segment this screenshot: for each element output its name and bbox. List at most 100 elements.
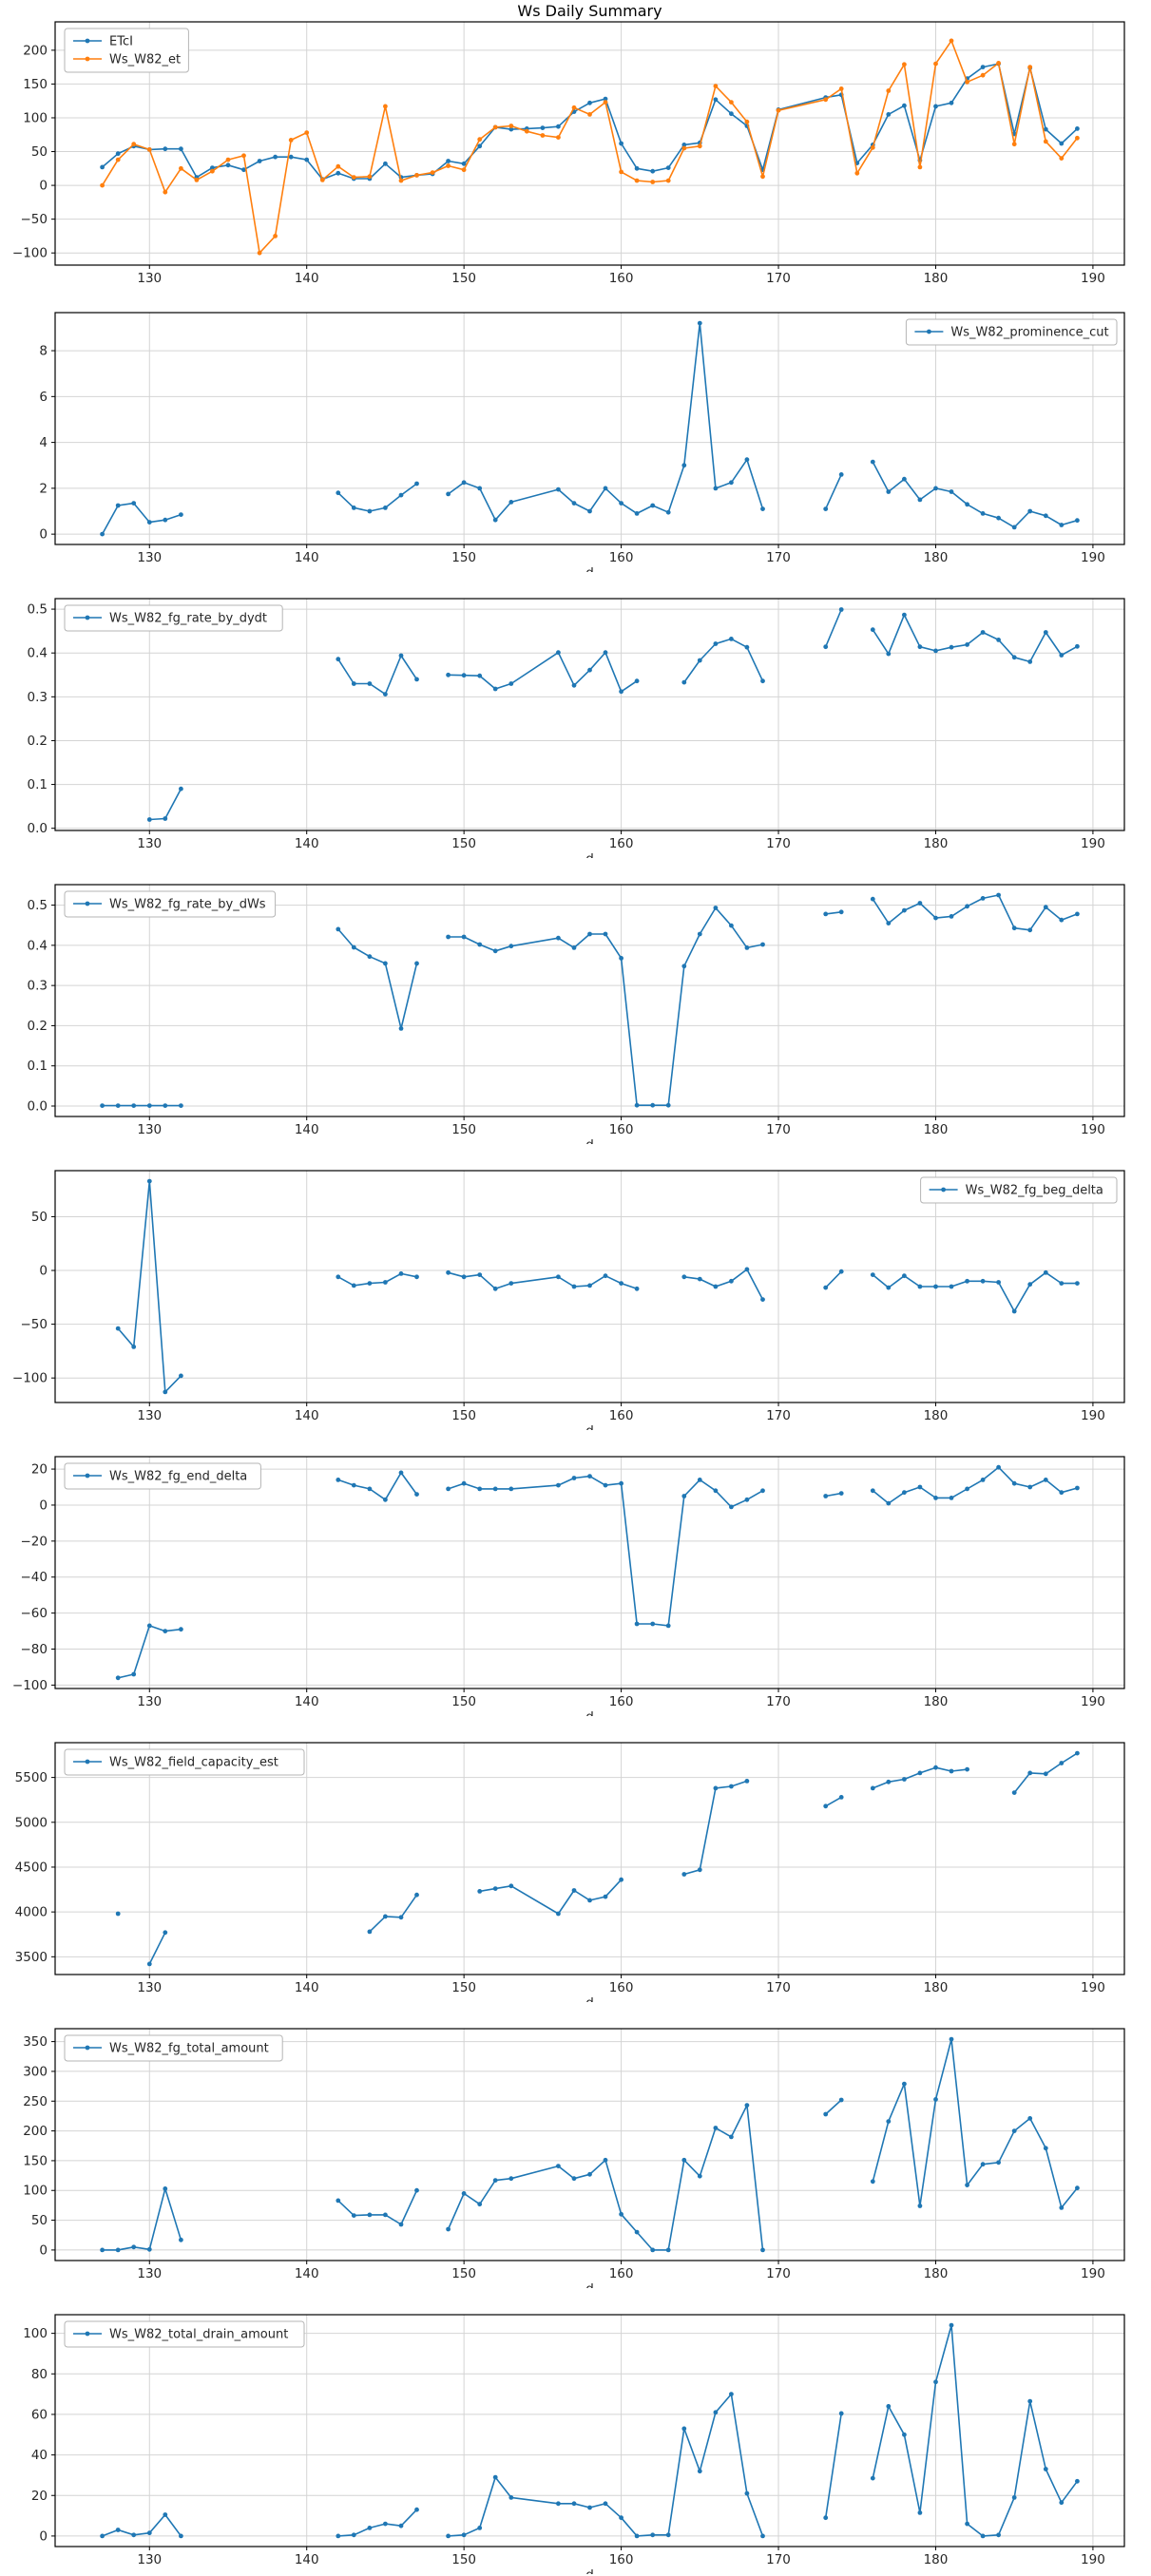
series-line-Ws_W82_fg_rate_by_dydt <box>872 614 1078 663</box>
data-point-marker <box>587 2505 592 2510</box>
data-point-marker <box>933 486 938 491</box>
data-point-marker <box>115 2247 121 2253</box>
data-point-marker <box>744 119 750 124</box>
x-tick-label: 150 <box>451 550 476 565</box>
data-point-marker <box>917 2204 923 2208</box>
plot-border <box>54 884 1125 1117</box>
data-point-marker <box>179 512 183 517</box>
series-Ws_W82_total_drain_amount <box>100 2322 1080 2539</box>
gridlines <box>55 2029 1124 2261</box>
data-point-marker <box>933 1284 938 1289</box>
data-point-marker <box>351 506 356 510</box>
series-line-Ws_W82_fg_rate_by_dydt <box>149 788 182 821</box>
data-point-marker <box>508 1883 514 1889</box>
data-point-marker <box>131 2532 137 2538</box>
data-point-marker <box>477 2202 483 2207</box>
legend-box <box>64 2320 305 2348</box>
data-point-marker <box>886 489 892 494</box>
data-point-marker <box>163 1389 168 1395</box>
legend-marker <box>85 2331 90 2337</box>
data-point-marker <box>146 147 152 152</box>
data-point-marker <box>492 1886 498 1891</box>
data-point-marker <box>146 2530 152 2536</box>
data-point-marker <box>508 1486 514 1492</box>
y-tick-label: 80 <box>31 2367 48 2382</box>
series-line-Ws_W82_fg_end_delta <box>825 1492 842 1498</box>
plot-border <box>54 2314 1125 2547</box>
data-point-marker <box>194 178 200 182</box>
x-tick-label: 180 <box>924 2552 949 2567</box>
data-point-marker <box>902 1273 907 1279</box>
data-point-marker <box>383 104 388 109</box>
data-point-marker <box>619 141 623 146</box>
x-tick-label: 150 <box>451 1980 476 1995</box>
chart-Ws_W82_total_drain_amount: 130 140 150 160 170 180 190 100 80 60 40 20 0 d Ws_W82… <box>23 2314 1125 2574</box>
data-point-marker <box>508 500 514 505</box>
data-point-marker <box>886 651 892 657</box>
data-point-marker <box>398 1470 404 1476</box>
data-point-marker <box>902 476 907 482</box>
series-Ws_W82_fg_rate_by_dydt <box>146 607 1080 822</box>
data-point-marker <box>744 1267 750 1272</box>
y-tick-label: 4000 <box>15 1905 48 1920</box>
legend-box <box>64 28 189 73</box>
data-point-marker <box>681 2157 687 2163</box>
data-point-marker <box>336 163 341 169</box>
data-point-marker <box>336 170 341 176</box>
legend-marker <box>85 2045 90 2051</box>
x-tick-label: 190 <box>1081 1980 1105 1995</box>
x-tick-label: 130 <box>137 836 162 851</box>
data-point-marker <box>619 2515 623 2521</box>
data-point-marker <box>492 2178 498 2183</box>
y-tick-label: 0 <box>39 527 48 543</box>
data-point-marker <box>587 1474 592 1479</box>
data-point-marker <box>619 501 623 506</box>
data-point-marker <box>870 896 875 902</box>
y-tick-label: 40 <box>31 2448 48 2463</box>
data-point-marker <box>665 1102 671 1108</box>
series-line-Ws_W82_fg_total_amount <box>102 2187 182 2251</box>
data-point-marker <box>744 1779 750 1784</box>
data-point-marker <box>729 2134 734 2140</box>
series-line-Ws_W82_fg_end_delta <box>337 1472 418 1501</box>
legend-marker <box>85 901 90 906</box>
legend: Ws_W82_fg_rate_by_dydt <box>64 604 283 632</box>
data-point-marker <box>917 644 923 650</box>
data-point-marker <box>556 1482 561 1488</box>
data-point-marker <box>650 180 656 184</box>
y-tick-label: 0.1 <box>28 777 48 792</box>
gridlines <box>55 1171 1124 1402</box>
x-tick-label: 140 <box>295 2266 319 2281</box>
data-point-marker <box>744 945 750 950</box>
legend-label: Ws_W82_prominence_cut <box>950 326 1108 340</box>
y-tick-label: 200 <box>23 2124 48 2139</box>
data-point-marker <box>1059 141 1065 146</box>
data-point-marker <box>115 503 121 508</box>
data-point-marker <box>115 1103 121 1108</box>
data-point-marker <box>996 515 1001 521</box>
data-point-marker <box>367 954 373 960</box>
x-tick-label: 160 <box>609 1980 634 1995</box>
data-point-marker <box>131 142 137 147</box>
data-point-marker <box>681 2426 687 2432</box>
data-point-marker <box>933 61 938 67</box>
data-point-marker <box>446 1269 451 1275</box>
x-tick-label: 170 <box>766 1980 791 1995</box>
x-tick-label: 130 <box>137 2266 162 2281</box>
data-point-marker <box>634 1102 640 1108</box>
data-point-marker <box>273 234 278 239</box>
data-point-marker <box>556 650 561 656</box>
data-point-marker <box>1075 643 1080 649</box>
x-tick-label: 190 <box>1081 836 1105 851</box>
x-tick-label: 140 <box>295 1980 319 1995</box>
legend-label: Ws_W82_et <box>109 53 181 67</box>
legend-box <box>64 1748 305 1776</box>
series-line-Ws_W82_prominence_cut <box>101 502 182 535</box>
data-point-marker <box>587 667 592 673</box>
data-point-marker <box>1075 1485 1080 1491</box>
data-point-marker <box>477 143 483 149</box>
data-point-marker <box>729 111 734 117</box>
data-point-marker <box>823 1285 829 1290</box>
data-point-marker <box>1059 1490 1065 1496</box>
